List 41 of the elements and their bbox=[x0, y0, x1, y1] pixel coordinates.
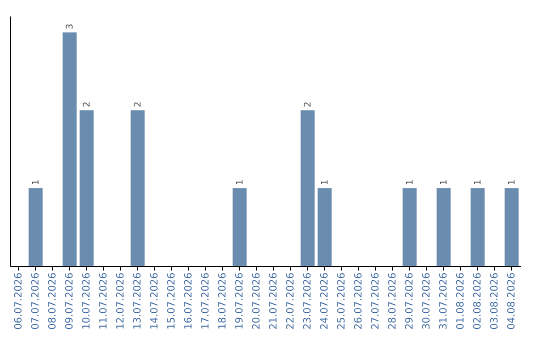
x-tick-label: 15.07.2026 bbox=[166, 272, 178, 330]
data-label: 3 bbox=[66, 24, 76, 30]
x-tick-label: 18.07.2026 bbox=[218, 272, 229, 330]
x-tick-label: 19.07.2026 bbox=[234, 272, 246, 330]
x-tick-label: 23.07.2026 bbox=[302, 272, 314, 330]
x-tick-label: 13.07.2026 bbox=[132, 272, 144, 330]
x-tick-label: 11.07.2026 bbox=[98, 272, 110, 330]
x-tick-label: 10.07.2026 bbox=[82, 272, 93, 330]
x-tick-label: 30.07.2026 bbox=[422, 272, 433, 330]
x-tick-label: 21.07.2026 bbox=[268, 272, 280, 330]
x-tick-label: 25.07.2026 bbox=[336, 272, 348, 330]
x-tick-label: 03.08.2026 bbox=[490, 272, 501, 330]
data-label: 1 bbox=[32, 179, 42, 186]
x-tick-label: 02.08.2026 bbox=[472, 272, 484, 330]
x-tick-label: 24.07.2026 bbox=[320, 272, 331, 330]
data-label: 2 bbox=[134, 102, 144, 108]
x-tick-label: 09.07.2026 bbox=[64, 272, 76, 330]
x-tick-label: 28.07.2026 bbox=[388, 272, 399, 330]
x-tick-label: 07.07.2026 bbox=[30, 272, 42, 330]
x-tick-label: 01.08.2026 bbox=[456, 272, 467, 330]
data-label: 1 bbox=[508, 179, 518, 186]
x-tick-label: 08.07.2026 bbox=[48, 272, 59, 330]
x-tick-label: 22.07.2026 bbox=[286, 272, 297, 330]
data-label: 1 bbox=[320, 179, 331, 186]
data-label: 1 bbox=[236, 179, 246, 186]
x-tick-label: 20.07.2026 bbox=[252, 272, 263, 330]
x-tick-label: 29.07.2026 bbox=[404, 272, 416, 330]
x-tick-label: 04.08.2026 bbox=[506, 272, 518, 330]
x-tick-label: 06.07.2026 bbox=[14, 272, 25, 330]
x-tick-label: 12.07.2026 bbox=[116, 272, 127, 330]
data-label: 2 bbox=[82, 102, 93, 108]
x-tick-label: 26.07.2026 bbox=[354, 272, 365, 330]
data-label: 1 bbox=[440, 179, 450, 186]
data-label: 1 bbox=[406, 179, 416, 186]
data-label: 1 bbox=[474, 179, 484, 186]
x-tick-label: 16.07.2026 bbox=[184, 272, 195, 330]
x-tick-label: 14.07.2026 bbox=[150, 272, 161, 330]
data-label: 2 bbox=[304, 102, 314, 108]
x-tick-label: 31.07.2026 bbox=[438, 272, 450, 330]
x-tick-label: 27.07.2026 bbox=[370, 272, 382, 330]
x-tick-label: 17.07.2026 bbox=[200, 272, 212, 330]
